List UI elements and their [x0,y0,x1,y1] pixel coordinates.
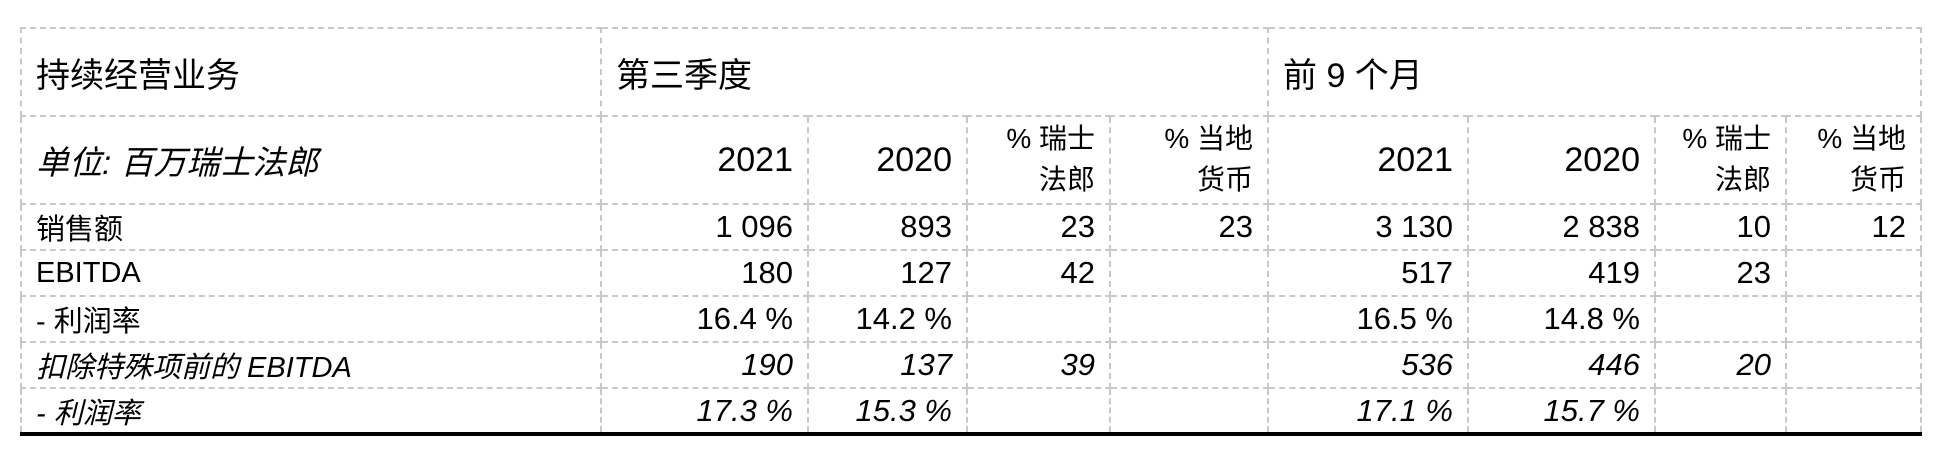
cell-9m-pct-local: 12 [1785,203,1922,251]
cell-9m-2020: 419 [1467,249,1656,297]
9m-pct-chf-header: % 瑞士 法郎 [1654,115,1787,205]
cell-9m-pct-chf [1654,387,1787,436]
table-row-ebitda-margin: - 利润率 16.4 % 14.2 % 16.5 % 14.8 % [20,295,1922,343]
cell-q3-pct-chf: 39 [966,341,1111,389]
cell-9m-2021: 3 130 [1267,203,1469,251]
cell-9m-2021: 17.1 % [1267,387,1469,436]
cell-9m-pct-local [1785,249,1922,297]
financial-results-table-container: 持续经营业务 第三季度 前 9 个月 单位: 百万瑞士法郎 2021 2020 … [20,27,1922,436]
cell-9m-pct-chf: 23 [1654,249,1787,297]
cell-9m-2020: 15.7 % [1467,387,1656,436]
table-row-ebitda: EBITDA 180 127 42 517 419 23 [20,249,1922,297]
cell-9m-pct-chf [1654,295,1787,343]
cell-q3-pct-chf [966,295,1111,343]
q3-2020-header: 2020 [807,115,968,205]
cell-q3-2021: 17.3 % [600,387,809,436]
q3-pct-chf-header: % 瑞士 法郎 [966,115,1111,205]
cell-q3-2020: 14.2 % [807,295,968,343]
section-header-q3: 第三季度 [600,27,1269,117]
q3-pct-local-currency-header: % 当地 货币 [1109,115,1269,205]
9m-pct-local-currency-header: % 当地 货币 [1785,115,1922,205]
cell-q3-pct-local [1109,249,1269,297]
continuing-operations-title: 持续经营业务 [20,27,602,117]
row-label: 销售额 [20,203,602,251]
cell-q3-2021: 190 [600,341,809,389]
cell-9m-pct-local [1785,341,1922,389]
table-row-margin-before-special-items: - 利润率 17.3 % 15.3 % 17.1 % 15.7 % [20,387,1922,436]
cell-q3-pct-local [1109,387,1269,436]
cell-q3-2021: 16.4 % [600,295,809,343]
cell-9m-pct-chf: 20 [1654,341,1787,389]
row-label: 扣除特殊项前的 EBITDA [20,341,602,389]
cell-9m-2021: 16.5 % [1267,295,1469,343]
section-header-9m: 前 9 个月 [1267,27,1922,117]
cell-q3-pct-chf [966,387,1111,436]
9m-2021-header: 2021 [1267,115,1469,205]
column-header-row: 单位: 百万瑞士法郎 2021 2020 % 瑞士 法郎 % 当地 货币 202… [20,115,1922,205]
unit-label: 单位: 百万瑞士法郎 [20,115,602,205]
row-label: EBITDA [20,249,602,297]
q3-2021-header: 2021 [600,115,809,205]
cell-9m-2021: 517 [1267,249,1469,297]
cell-q3-2021: 1 096 [600,203,809,251]
cell-9m-2020: 2 838 [1467,203,1656,251]
cell-9m-pct-chf: 10 [1654,203,1787,251]
9m-2020-header: 2020 [1467,115,1656,205]
cell-q3-pct-local: 23 [1109,203,1269,251]
financial-results-table: 持续经营业务 第三季度 前 9 个月 单位: 百万瑞士法郎 2021 2020 … [20,27,1922,436]
cell-q3-pct-chf: 42 [966,249,1111,297]
cell-q3-2020: 893 [807,203,968,251]
cell-q3-2020: 137 [807,341,968,389]
table-row-sales: 销售额 1 096 893 23 23 3 130 2 838 10 12 [20,203,1922,251]
row-label: - 利润率 [20,387,602,436]
cell-9m-2020: 446 [1467,341,1656,389]
cell-q3-2021: 180 [600,249,809,297]
cell-q3-2020: 127 [807,249,968,297]
cell-q3-pct-local [1109,295,1269,343]
cell-q3-pct-chf: 23 [966,203,1111,251]
cell-9m-2020: 14.8 % [1467,295,1656,343]
cell-9m-pct-local [1785,295,1922,343]
cell-q3-2020: 15.3 % [807,387,968,436]
row-label: - 利润率 [20,295,602,343]
cell-9m-2021: 536 [1267,341,1469,389]
table-row-ebitda-before-special-items: 扣除特殊项前的 EBITDA 190 137 39 536 446 20 [20,341,1922,389]
section-header-row: 持续经营业务 第三季度 前 9 个月 [20,27,1922,117]
cell-q3-pct-local [1109,341,1269,389]
cell-9m-pct-local [1785,387,1922,436]
